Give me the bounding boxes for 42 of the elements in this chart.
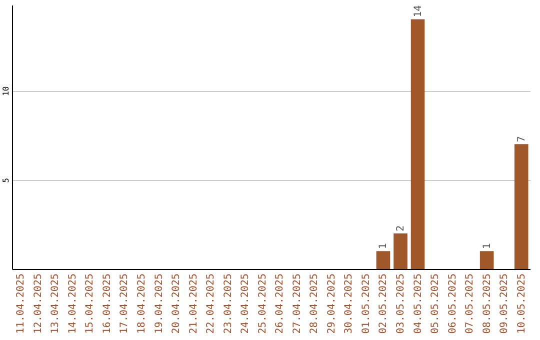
data-label: 2 [396,225,406,232]
bar [480,251,494,269]
x-tick-label: 19.04.2025 [154,274,165,334]
x-tick-label: 29.04.2025 [326,274,338,334]
x-tick-label: 11.04.2025 [16,274,27,334]
y-tick-label: 10 [2,86,10,96]
x-tick-label: 30.04.2025 [344,274,355,334]
x-tick-label: 27.04.2025 [292,274,303,334]
x-tick-label: 17.04.2025 [119,274,130,334]
data-label: 14 [412,5,424,18]
x-tick-label: 03.05.2025 [396,274,406,334]
x-tick-label: 21.04.2025 [188,274,200,334]
bar [410,19,425,269]
bar [514,144,528,269]
data-label: 7 [516,136,528,142]
x-tick-label: 14.04.2025 [67,274,78,334]
data-label: 1 [378,243,390,250]
x-tick-label: 12.04.2025 [32,274,44,334]
x-tick-label: 01.05.2025 [360,274,372,334]
x-tick-label: 28.04.2025 [309,274,320,334]
x-tick-label: 24.04.2025 [240,274,252,334]
data-label: 1 [482,243,493,250]
x-tick-label: 25.04.2025 [257,274,268,334]
y-tick-label: 5 [2,178,10,183]
x-tick-label: 13.04.2025 [50,274,62,334]
x-tick-label: 08.05.2025 [482,274,493,334]
x-tick-label: 02.05.2025 [378,274,390,334]
x-tick-label: 18.04.2025 [136,274,148,334]
x-tick-label: 16.04.2025 [102,274,113,334]
x-tick-label: 04.05.2025 [412,274,424,334]
x-tick-label: 22.04.2025 [206,274,217,334]
x-tick-label: 26.04.2025 [274,274,286,334]
bar [394,233,408,269]
bar [376,251,390,269]
x-tick-label: 07.05.2025 [464,274,476,334]
x-tick-label: 10.05.2025 [516,274,528,334]
x-tick-label: 05.05.2025 [430,274,442,334]
x-tick-label: 23.04.2025 [222,274,234,334]
x-tick-label: 15.04.2025 [84,274,96,334]
x-tick-label: 06.05.2025 [447,274,458,334]
x-tick-label: 20.04.2025 [171,274,182,334]
x-tick-label: 09.05.2025 [499,274,510,334]
